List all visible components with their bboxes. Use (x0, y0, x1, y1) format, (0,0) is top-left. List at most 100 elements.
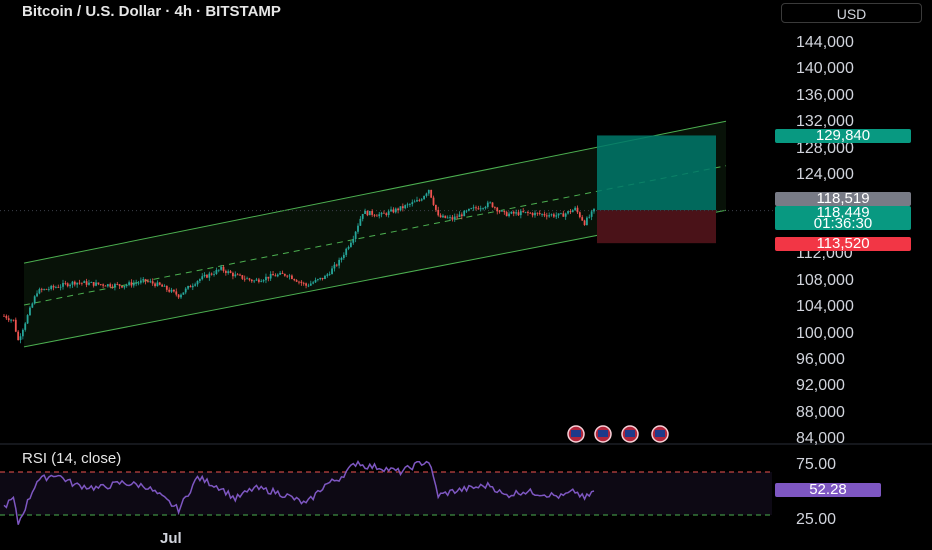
candle-body (279, 272, 282, 275)
candle-body (116, 284, 119, 285)
candle-body (425, 193, 428, 196)
candle-body (109, 284, 112, 287)
rsi-tick-lower: 25.00 (796, 511, 837, 528)
candle-body (102, 284, 105, 286)
candle-body (232, 272, 234, 277)
candle-body (527, 211, 529, 213)
candle-body (24, 323, 27, 330)
candle-body (213, 273, 215, 275)
flag-canton-icon (655, 430, 665, 437)
candle-body (165, 285, 168, 290)
candle-body (302, 282, 305, 284)
candle-body (420, 199, 423, 201)
candle-body (243, 278, 246, 280)
currency-button[interactable]: USD (781, 3, 922, 23)
candle-body (19, 336, 22, 341)
candle-body (234, 274, 237, 277)
candle-body (90, 282, 93, 283)
candle-body (31, 303, 34, 308)
flag-canton-icon (571, 430, 581, 437)
candle-body (281, 272, 284, 274)
candle-body (260, 281, 263, 283)
candle-body (590, 211, 593, 217)
candle-body (503, 210, 506, 213)
candle-body (449, 217, 451, 219)
candle-body (95, 282, 97, 286)
stop-loss-price-label: 113,520 (775, 236, 911, 251)
candle-body (57, 287, 60, 288)
candle-body (562, 213, 565, 217)
candle-body (319, 277, 322, 280)
candle-body (413, 201, 416, 203)
candle-body (14, 319, 17, 332)
candle-body (158, 282, 161, 285)
candle-body (309, 283, 312, 286)
candle-body (397, 208, 400, 211)
candle-body (375, 215, 378, 217)
candle-body (456, 216, 459, 218)
candle-body (432, 197, 435, 205)
candle-body (543, 213, 546, 216)
candle-body (38, 289, 41, 294)
candle-body (274, 275, 277, 277)
candle-body (538, 213, 541, 215)
candle-body (170, 289, 173, 292)
price-tick: 88,000 (796, 404, 845, 421)
candle-body (453, 216, 456, 220)
candle-body (142, 279, 145, 281)
channel-fill (24, 121, 726, 347)
candle-body (401, 206, 404, 209)
candle-body (340, 257, 343, 260)
candle-body (156, 282, 159, 287)
candle-body (80, 282, 83, 284)
candle-body (248, 278, 251, 280)
candle-body (203, 274, 206, 277)
candle-body (180, 294, 182, 298)
candle-body (191, 285, 194, 288)
candle-body (578, 212, 581, 218)
candle-body (40, 289, 43, 290)
candle-body (257, 279, 260, 282)
candle-body (187, 286, 189, 289)
candle-body (586, 217, 588, 226)
candle-body (347, 246, 350, 249)
candle-body (229, 271, 232, 273)
candle-body (276, 274, 279, 277)
candle-body (88, 282, 90, 285)
candle-body (283, 273, 286, 276)
candle-body (12, 319, 15, 321)
candle-body (128, 282, 130, 285)
candle-body (114, 284, 116, 288)
last-price-label: 118,449 (775, 205, 911, 220)
price-tick: 100,000 (796, 325, 854, 342)
candle-body (390, 209, 392, 212)
candle-body (5, 315, 8, 319)
candle-body (338, 259, 341, 266)
price-tick: 108,000 (796, 272, 854, 289)
candle-body (222, 266, 225, 271)
rsi-indicator-title[interactable]: RSI (14, close) (22, 450, 122, 467)
candle-body (17, 331, 20, 341)
candle-body (286, 275, 289, 277)
candle-body (10, 319, 12, 321)
candle-body (451, 217, 454, 220)
candle-body (423, 195, 425, 200)
price-tick: 92,000 (796, 377, 845, 394)
candle-body (406, 204, 409, 206)
candle-body (118, 284, 121, 287)
candle-body (328, 274, 331, 275)
candle-body (352, 238, 355, 243)
candle-body (250, 279, 253, 282)
rsi-tick-upper: 75.00 (796, 456, 837, 473)
candle-body (373, 214, 376, 216)
candle-body (324, 275, 326, 280)
candle-body (555, 215, 558, 217)
candle-body (479, 208, 482, 210)
candle-body (55, 287, 57, 288)
candle-body (409, 204, 411, 205)
candle-body (368, 210, 371, 216)
candle-body (515, 212, 518, 214)
candle-body (92, 282, 95, 286)
candle-body (208, 273, 211, 278)
